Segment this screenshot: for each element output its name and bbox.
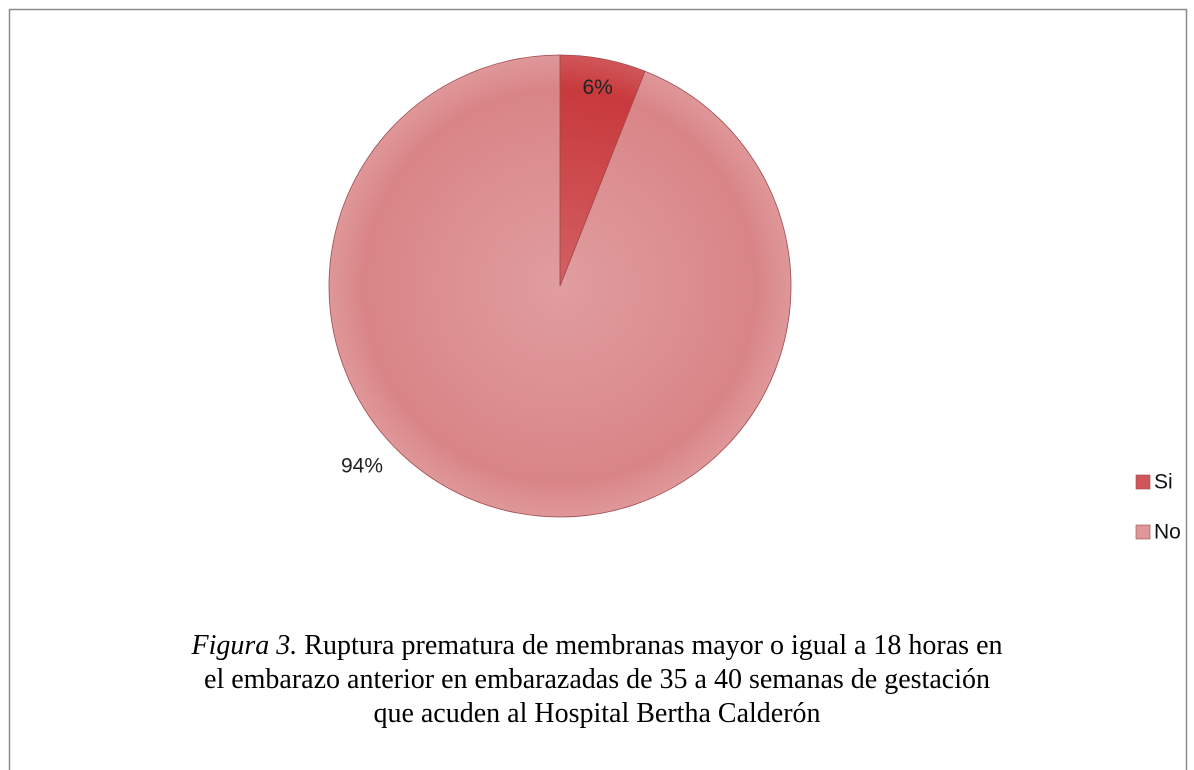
caption-line: el embarazo anterior en embarazadas de 3…: [0, 663, 1194, 697]
caption-text: Ruptura prematura de membranas mayor o i…: [304, 630, 1003, 661]
caption: Figura 3. Ruptura prematura de membranas…: [0, 629, 1194, 731]
pie-slice: [328, 54, 792, 518]
data-label: 6%: [582, 76, 612, 99]
caption-text: que acuden al Hospital Bertha Calderón: [373, 698, 821, 729]
legend-swatch: [1135, 524, 1151, 540]
caption-line: Figura 3. Ruptura prematura de membranas…: [0, 629, 1194, 663]
caption-line: que acuden al Hospital Bertha Calderón: [0, 697, 1194, 731]
chart-frame: [8, 8, 1188, 770]
data-label: 94%: [341, 455, 383, 478]
legend-label: No: [1154, 521, 1181, 544]
legend-label: Si: [1154, 471, 1173, 494]
caption-text: el embarazo anterior en embarazadas de 3…: [204, 664, 990, 695]
caption-label: Figura 3.: [191, 630, 298, 661]
legend-swatch: [1135, 474, 1151, 490]
